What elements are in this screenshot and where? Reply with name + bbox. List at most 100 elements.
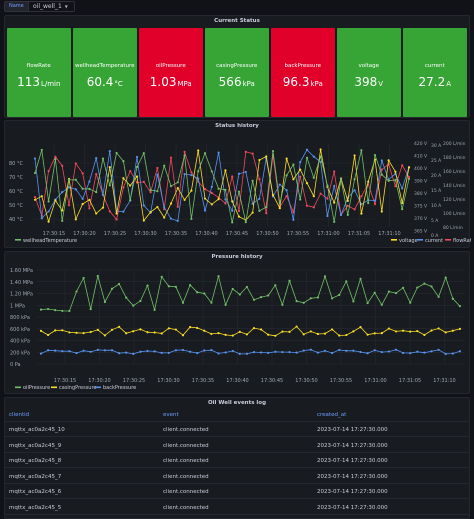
x-tick-label: 17:30:35 [192, 378, 214, 384]
casingPressure-point [260, 328, 263, 331]
y-tick-label: 400 kPa [10, 339, 30, 345]
casingPressure-point [47, 333, 50, 337]
column-header-created-at[interactable]: created_at [317, 412, 347, 418]
column-header-event[interactable]: event [163, 412, 179, 418]
x-tick-label: 17:30:50 [295, 378, 317, 384]
legend-swatch [391, 239, 397, 241]
backPressure-line [40, 349, 461, 355]
flowRate-point [210, 191, 213, 195]
variable-select[interactable]: oil_well_1 ▼ [28, 1, 75, 12]
voltage-point [265, 155, 268, 158]
backPressure-point [203, 349, 206, 352]
casingPressure-point [96, 328, 99, 331]
current-point [190, 173, 193, 177]
table-header: clientid event created_at [5, 409, 469, 422]
current-point [217, 151, 220, 154]
current-point [33, 157, 37, 160]
casingPressure-point [231, 334, 234, 337]
y-tick-label: 80 °C [9, 161, 23, 167]
wellheadTemperature-point [278, 202, 281, 205]
panel-title: Current Status [214, 18, 260, 24]
y-tick-label: 1 MPa [10, 303, 25, 309]
table-cell: mqttx_ac0a2c45_7 [9, 473, 62, 480]
backPressure-point [309, 348, 312, 351]
chevron-down-icon: ▼ [64, 4, 68, 9]
flowRate-point [176, 205, 179, 208]
y4-tick-label: 100 L/min [443, 211, 466, 217]
casingPressure-point [153, 331, 156, 334]
variable-value: oil_well_1 [33, 3, 62, 10]
backPressure-point [103, 349, 106, 352]
casingPressure-point [132, 330, 135, 333]
y-tick-label: 1.40 MPa [10, 280, 33, 286]
wellheadTemperature-point [387, 179, 390, 182]
current-point [360, 203, 363, 206]
voltage-point [237, 215, 241, 218]
wellheadTemperature-point [135, 165, 139, 169]
voltage-point [217, 197, 220, 201]
casingPressure-line [40, 325, 460, 337]
column-header-clientid[interactable]: clientid [9, 412, 30, 418]
current-point [156, 173, 159, 176]
wellheadTemperature-point [169, 185, 173, 188]
backPressure-point [96, 348, 99, 351]
current-point [326, 214, 329, 218]
current-point [380, 159, 383, 162]
stat-unit: MPa [177, 80, 192, 88]
casingPressure-point [146, 331, 149, 334]
voltage-point [142, 219, 145, 222]
x-tick-label: 17:31:10 [378, 231, 400, 237]
wellheadTemperature-point [95, 191, 98, 194]
oilPressure-point [47, 307, 50, 311]
oilPressure-point [160, 275, 163, 278]
current-point [401, 187, 404, 190]
flowRate-point [142, 180, 145, 184]
table-cell: client.connected [163, 504, 209, 511]
legend-label: backPressure [103, 385, 136, 391]
oilPressure-point [281, 303, 284, 306]
casingPressure-point [288, 330, 291, 333]
y2-tick-label: 410 V [414, 154, 428, 160]
x-tick-label: 17:30:55 [330, 378, 352, 384]
wellheadTemperature-point [224, 188, 227, 191]
backPressure-point [267, 351, 270, 354]
table-cell: mqttx_ac0a2c45_8 [9, 458, 62, 464]
oilPressure-point [267, 294, 270, 297]
voltage-point [54, 199, 57, 202]
oilPressure-point [224, 303, 227, 306]
backPressure-point [331, 351, 334, 355]
backPressure-point [125, 351, 128, 354]
wellheadTemperature-point [156, 190, 159, 193]
flowRate-point [33, 195, 37, 199]
voltage-point [156, 205, 159, 209]
stat-number: 398 [354, 75, 378, 89]
oilPressure-point [316, 296, 319, 299]
oilPressure-point [409, 301, 412, 304]
wellheadTemperature-point [305, 156, 309, 159]
oilPressure-point [146, 284, 149, 287]
wellheadTemperature-point [176, 181, 179, 184]
current-point [244, 170, 247, 174]
current-point [40, 217, 43, 220]
flowRate-point [149, 191, 152, 194]
y2-tick-label: 375 V [414, 204, 428, 210]
current-point [251, 202, 254, 205]
backPressure-point [118, 352, 121, 355]
oilPressure-point [451, 297, 454, 300]
casingPressure-point [331, 328, 334, 331]
current-point [108, 149, 111, 153]
backPressure-point [323, 349, 327, 352]
casingPressure-point [245, 333, 248, 336]
oilPressure-point [210, 301, 213, 304]
current-point [278, 183, 281, 186]
oilPressure-point [402, 286, 405, 289]
table-cell: 2023-07-14 17:27:30.000 [317, 458, 388, 464]
voltage-point [135, 175, 139, 178]
casingPressure-point [217, 332, 220, 335]
wellheadTemperature-point [312, 176, 315, 179]
wellheadTemperature-point [373, 153, 377, 157]
wellheadTemperature-point [271, 150, 275, 153]
stat-number: 27.2 [418, 75, 446, 89]
flowRate-point [407, 175, 411, 179]
flowRate-point [190, 171, 193, 174]
